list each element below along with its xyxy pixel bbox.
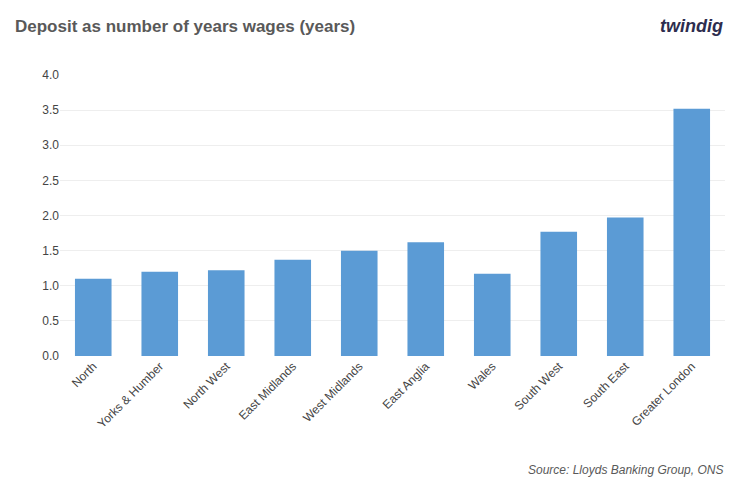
svg-text:2.5: 2.5: [42, 174, 59, 188]
svg-text:South East: South East: [580, 359, 632, 411]
svg-text:South West: South West: [512, 359, 566, 413]
svg-text:East Midlands: East Midlands: [236, 359, 299, 422]
svg-text:2.0: 2.0: [42, 209, 59, 223]
svg-text:3.5: 3.5: [42, 103, 59, 117]
svg-text:1.5: 1.5: [42, 244, 59, 258]
svg-text:4.0: 4.0: [42, 68, 59, 82]
svg-text:Source: Lloyds Banking Group,: Source: Lloyds Banking Group, ONS: [528, 463, 723, 477]
svg-text:North West: North West: [180, 359, 233, 412]
svg-text:0.5: 0.5: [42, 314, 59, 328]
svg-text:East Anglia: East Anglia: [380, 359, 433, 412]
svg-text:3.0: 3.0: [42, 138, 59, 152]
svg-text:North: North: [69, 359, 100, 390]
svg-text:West Midlands: West Midlands: [300, 359, 365, 424]
svg-text:Deposit as number of years wag: Deposit as number of years wages (years): [15, 17, 355, 36]
svg-text:1.0: 1.0: [42, 279, 59, 293]
svg-text:Yorks & Humber: Yorks & Humber: [95, 359, 166, 430]
svg-text:Greater London: Greater London: [629, 359, 698, 428]
svg-text:twindig: twindig: [660, 16, 723, 36]
svg-text:0.0: 0.0: [42, 349, 59, 363]
svg-text:Wales: Wales: [465, 359, 498, 392]
